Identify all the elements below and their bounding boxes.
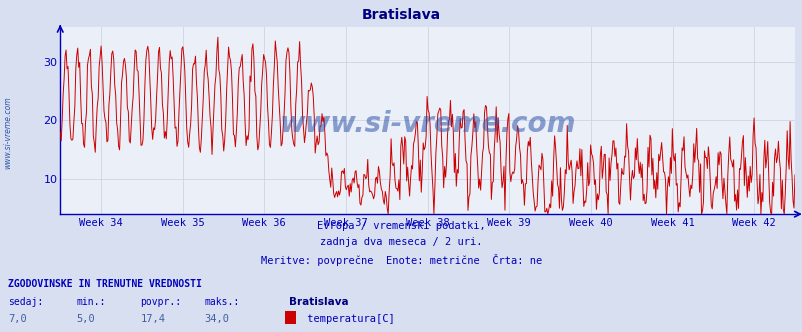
- Text: Bratislava: Bratislava: [289, 297, 348, 307]
- Text: www.si-vreme.com: www.si-vreme.com: [3, 97, 13, 169]
- Text: sedaj:: sedaj:: [8, 297, 43, 307]
- Text: Meritve: povprečne  Enote: metrične  Črta: ne: Meritve: povprečne Enote: metrične Črta:…: [261, 254, 541, 266]
- Text: 34,0: 34,0: [205, 314, 229, 324]
- Text: www.si-vreme.com: www.si-vreme.com: [279, 110, 575, 138]
- Text: min.:: min.:: [76, 297, 106, 307]
- Text: ZGODOVINSKE IN TRENUTNE VREDNOSTI: ZGODOVINSKE IN TRENUTNE VREDNOSTI: [8, 279, 201, 289]
- Text: 7,0: 7,0: [8, 314, 26, 324]
- Text: temperatura[C]: temperatura[C]: [301, 314, 395, 324]
- Text: maks.:: maks.:: [205, 297, 240, 307]
- Text: zadnja dva meseca / 2 uri.: zadnja dva meseca / 2 uri.: [320, 237, 482, 247]
- Text: Evropa / vremenski podatki,: Evropa / vremenski podatki,: [317, 221, 485, 231]
- Text: 17,4: 17,4: [140, 314, 165, 324]
- Text: povpr.:: povpr.:: [140, 297, 181, 307]
- Text: 5,0: 5,0: [76, 314, 95, 324]
- Text: Bratislava: Bratislava: [362, 8, 440, 22]
